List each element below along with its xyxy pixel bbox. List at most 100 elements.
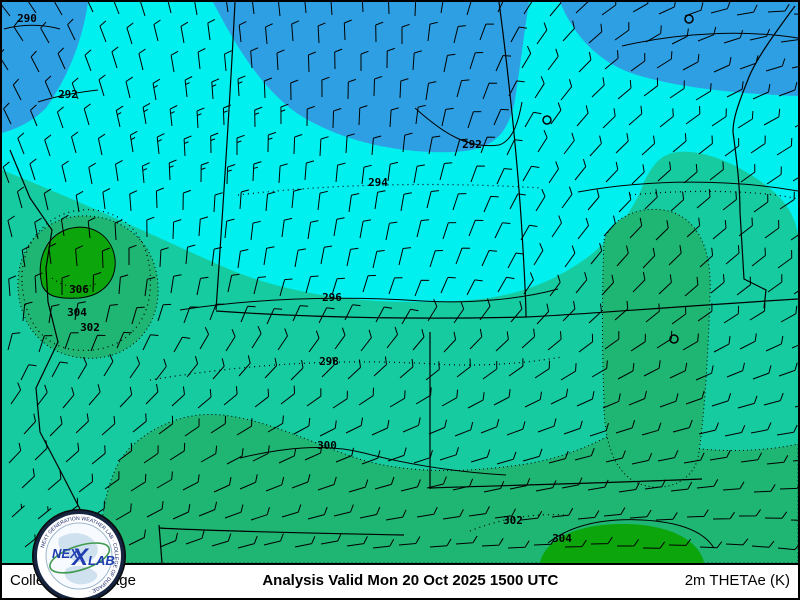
- wind-barb: [293, 134, 303, 155]
- wind-barb: [590, 242, 603, 265]
- wind-barb: [439, 162, 453, 181]
- wind-barb: [91, 445, 106, 465]
- wind-barb: [321, 76, 330, 98]
- wind-barb: [547, 48, 559, 71]
- wind-barb: [751, 540, 775, 548]
- wind-barb: [777, 249, 793, 269]
- wind-barb: [506, 139, 523, 156]
- wind-barb: [196, 107, 205, 129]
- contour-290: [3, 24, 61, 30]
- wind-barb: [453, 301, 465, 324]
- wind-barb: [587, 189, 600, 211]
- wind-barb: [388, 277, 403, 295]
- wind-barb: [794, 124, 798, 128]
- wind-barb: [740, 452, 763, 463]
- border-vertical-utah: [158, 524, 163, 563]
- wind-barb: [87, 2, 94, 13]
- wind-barb: [751, 247, 766, 267]
- wind-barb: [669, 80, 685, 99]
- contour-labels: 290 292 292 294 296 298 300 302 302 304 304 306: [17, 12, 572, 545]
- wind-barb: [142, 334, 159, 351]
- wind-barb: [658, 2, 676, 15]
- wind-barb: [348, 193, 360, 213]
- wind-barb: [360, 329, 372, 352]
- wind-barb: [263, 77, 272, 99]
- wind-barb: [307, 220, 319, 240]
- wind-barb: [361, 164, 372, 185]
- wind-barb: [564, 245, 576, 268]
- wind-barb: [12, 78, 22, 101]
- wind-barb: [494, 508, 517, 519]
- wind-barb: [426, 190, 440, 209]
- wind-barb: [561, 186, 573, 209]
- contour-292: [37, 89, 99, 103]
- wind-barb: [20, 364, 37, 381]
- wind-barb: [740, 164, 756, 183]
- wind-barb: [750, 135, 766, 154]
- wind-barb: [427, 21, 438, 42]
- wind-barb: [129, 190, 138, 212]
- wind-barb: [672, 419, 693, 433]
- wind-barb: [49, 416, 63, 437]
- wind-barb: [16, 186, 25, 209]
- wind-barb: [87, 217, 96, 239]
- wind-barb: [389, 390, 406, 408]
- wind-barb: [550, 388, 569, 405]
- wind-barb: [280, 385, 295, 405]
- contour-300: [239, 447, 507, 476]
- wind-barb: [372, 250, 385, 269]
- wind-barb: [332, 390, 348, 409]
- wind-barb: [641, 135, 656, 156]
- wind-barb: [29, 158, 37, 181]
- wind-barb: [61, 160, 69, 183]
- wind-barb: [469, 328, 483, 350]
- wind-barb: [211, 78, 220, 100]
- wind-barb: [346, 536, 368, 547]
- wind-barb: [591, 360, 608, 378]
- wind-barb: [319, 420, 337, 437]
- wind-barb: [8, 275, 17, 297]
- wind-barb: [386, 47, 395, 69]
- wind-barb: [146, 501, 164, 518]
- wind-barb: [128, 529, 146, 546]
- attribution-text: College of DuPage: [10, 572, 136, 589]
- wind-barb: [739, 333, 757, 350]
- contour-label-296: 296: [322, 291, 342, 304]
- wind-barb: [655, 220, 669, 241]
- wind-barb: [3, 102, 12, 125]
- wind-barb: [64, 332, 79, 350]
- wind-barb: [21, 468, 35, 489]
- wind-barb: [197, 389, 212, 409]
- wind-barb: [111, 46, 119, 69]
- wind-barb: [334, 48, 343, 70]
- wind-barb: [483, 480, 505, 493]
- wind-barb: [659, 393, 679, 408]
- wind-barb: [239, 474, 258, 490]
- wind-barb: [276, 49, 285, 71]
- wind-barb: [479, 23, 494, 41]
- wind-barb: [574, 158, 587, 181]
- wind-barb: [212, 358, 225, 380]
- wind-barb: [237, 75, 246, 97]
- wind-barb: [265, 191, 276, 212]
- wind-barb: [361, 2, 364, 13]
- wind-barb: [294, 248, 306, 268]
- wind-barb: [401, 308, 419, 325]
- wind-barb: [252, 161, 262, 182]
- wind-barb: [103, 354, 114, 377]
- wind-barb: [521, 45, 532, 69]
- wind-barb: [547, 331, 562, 351]
- wind-barb: [267, 131, 277, 153]
- wind-barb: [710, 2, 731, 14]
- wind-barb: [602, 108, 616, 129]
- wind-barb: [780, 38, 798, 43]
- wind-barb: [658, 274, 672, 295]
- wind-barb: [429, 538, 452, 548]
- wind-barb: [779, 485, 798, 490]
- wind-barb: [736, 4, 758, 16]
- wind-barb: [155, 187, 164, 209]
- wind-barb: [618, 191, 632, 213]
- wind-barb: [642, 247, 656, 269]
- wind-barb: [466, 279, 483, 296]
- wind-barb: [563, 420, 583, 435]
